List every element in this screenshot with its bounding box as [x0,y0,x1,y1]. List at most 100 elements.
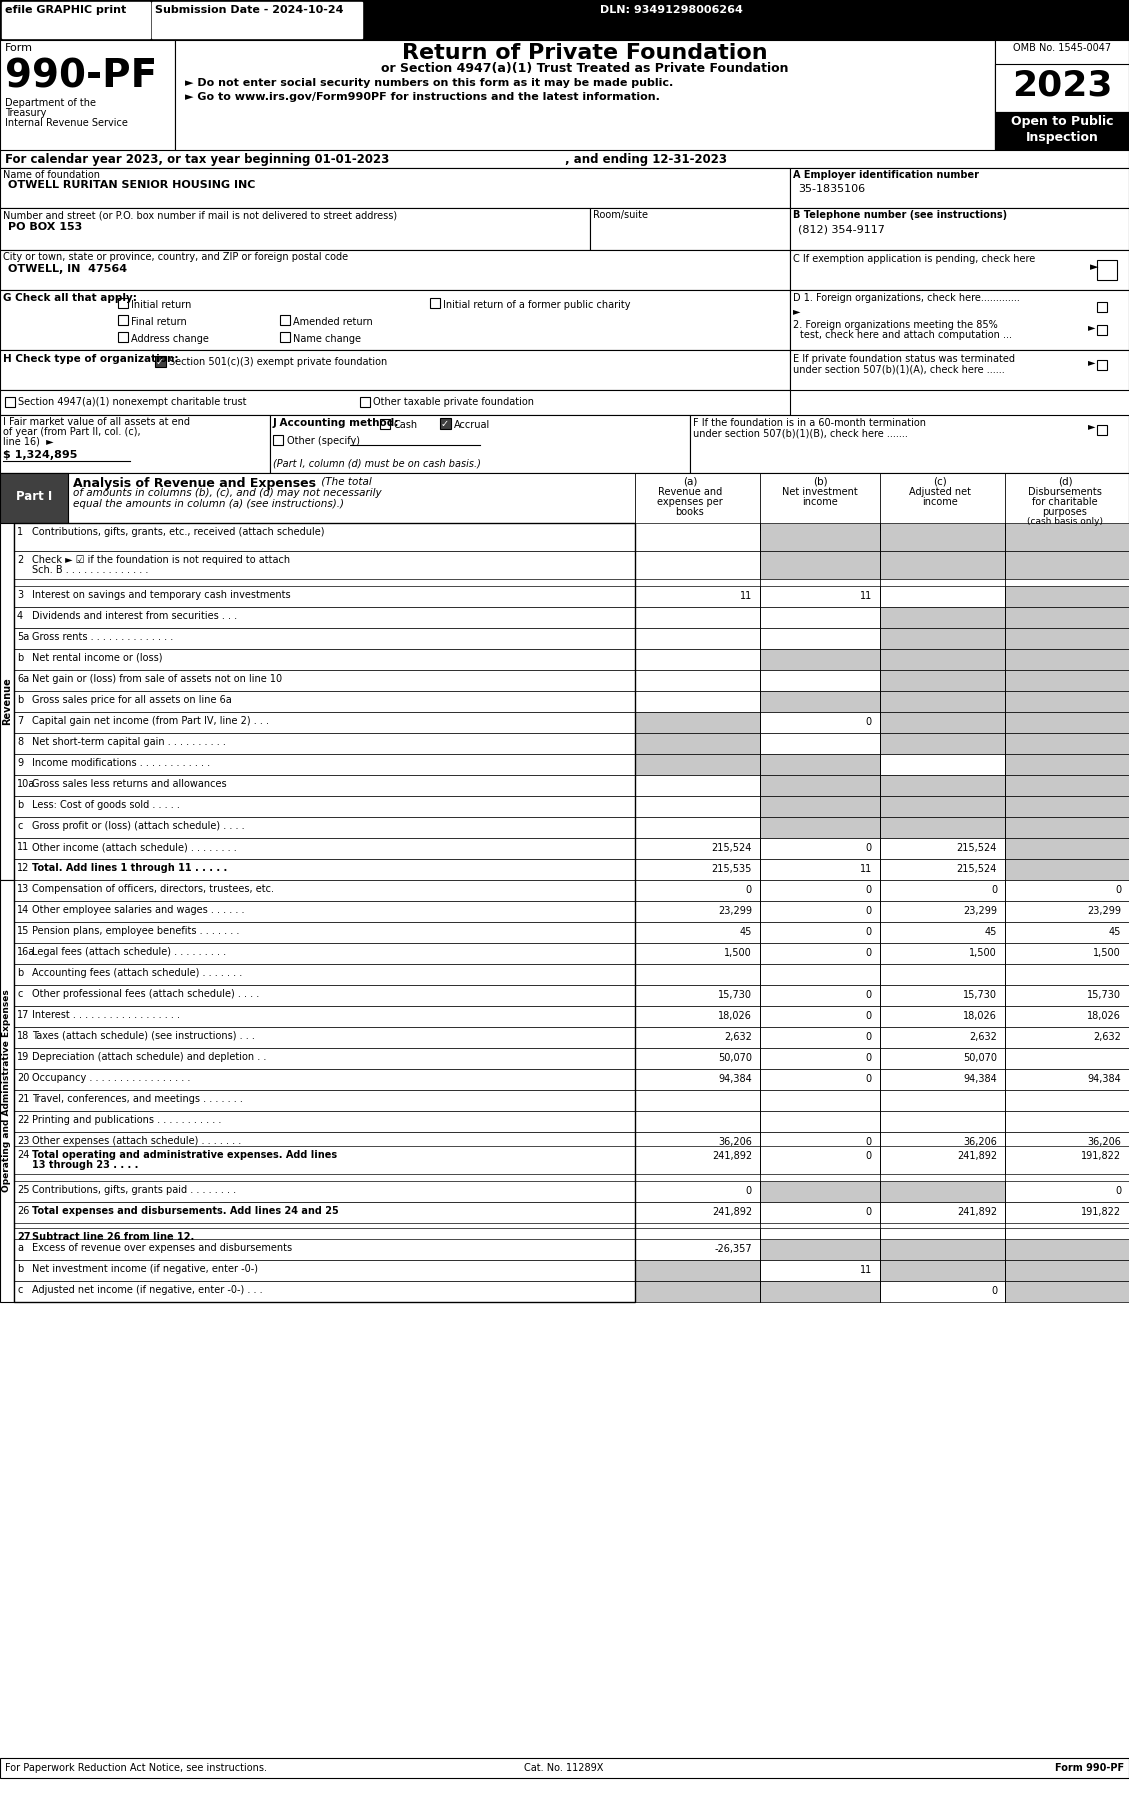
Text: Net gain or (loss) from sale of assets not on line 10: Net gain or (loss) from sale of assets n… [32,674,282,683]
Text: 0: 0 [866,1032,872,1043]
Text: Depreciation (attach schedule) and depletion . .: Depreciation (attach schedule) and deple… [32,1052,266,1063]
Text: 191,822: 191,822 [1080,1151,1121,1162]
Bar [14,838,634,859]
Bar [760,775,879,797]
Text: efile GRAPHIC print: efile GRAPHIC print [5,5,126,14]
Bar [14,859,634,879]
Text: Printing and publications . . . . . . . . . . .: Printing and publications . . . . . . . … [32,1115,221,1126]
Bar [152,2,362,38]
Bar [760,1203,879,1223]
Bar [14,550,634,579]
Bar [879,628,1005,649]
Bar [760,797,879,816]
Bar [1005,1111,1129,1133]
Bar [1005,859,1129,879]
Text: 15,730: 15,730 [718,991,752,1000]
Bar [14,712,634,734]
Text: Part I: Part I [16,491,52,503]
Text: For Paperwork Reduction Act Notice, see instructions.: For Paperwork Reduction Act Notice, see … [5,1764,266,1773]
Bar [1005,649,1129,671]
Bar [879,586,1005,608]
Bar [760,1070,879,1090]
Text: 0: 0 [1114,885,1121,895]
Bar [0,289,790,351]
Text: 45: 45 [1109,928,1121,937]
Bar [790,250,1129,289]
Bar [879,816,1005,838]
Text: ►: ► [1088,322,1095,333]
Text: or Section 4947(a)(1) Trust Treated as Private Foundation: or Section 4947(a)(1) Trust Treated as P… [382,61,789,76]
Text: Final return: Final return [131,316,186,327]
Text: 0: 0 [1114,1187,1121,1196]
Text: City or town, state or province, country, and ZIP or foreign postal code: City or town, state or province, country… [3,252,348,263]
Text: of amounts in columns (b), (c), and (d) may not necessarily: of amounts in columns (b), (c), and (d) … [73,487,382,498]
Text: Form: Form [5,43,33,52]
Text: Gross profit or (loss) (attach schedule) . . . .: Gross profit or (loss) (attach schedule)… [32,822,245,831]
Bar [760,671,879,690]
Text: Number and street (or P.O. box number if mail is not delivered to street address: Number and street (or P.O. box number if… [3,210,397,219]
Bar [634,1181,760,1203]
Text: 11: 11 [739,592,752,601]
Text: 11: 11 [860,592,872,601]
Bar [0,209,590,250]
Bar [790,209,1129,250]
Bar [879,901,1005,922]
Bar [0,167,790,209]
Bar [1005,1007,1129,1027]
Text: 19: 19 [17,1052,29,1063]
Bar [14,753,634,775]
Bar [14,922,634,942]
Text: 191,822: 191,822 [1080,1206,1121,1217]
Bar [270,415,690,473]
Bar [879,838,1005,859]
Bar [14,523,634,550]
Text: Capital gain net income (from Part IV, line 2) . . .: Capital gain net income (from Part IV, l… [32,716,269,726]
Text: ►: ► [793,306,800,316]
Bar [14,964,634,985]
Bar [760,1133,879,1153]
Text: (b): (b) [813,476,828,487]
Text: Subtract line 26 from line 12.: Subtract line 26 from line 12. [32,1232,194,1242]
Text: 215,524: 215,524 [711,843,752,852]
Text: income: income [802,496,838,507]
Text: c: c [17,989,23,1000]
Bar [14,1048,634,1070]
Text: 23,299: 23,299 [718,906,752,915]
Bar [690,415,1129,473]
Bar [634,901,760,922]
Text: 6a: 6a [17,674,29,683]
Bar [0,415,270,473]
Bar [760,942,879,964]
Text: Sch. B . . . . . . . . . . . . . .: Sch. B . . . . . . . . . . . . . . [32,565,148,575]
Bar [760,628,879,649]
Text: 0: 0 [866,948,872,958]
Text: Contributions, gifts, grants, etc., received (attach schedule): Contributions, gifts, grants, etc., rece… [32,527,324,538]
Bar [14,797,634,816]
Bar [634,586,760,608]
Text: 94,384: 94,384 [963,1073,997,1084]
Text: 2023: 2023 [1012,68,1112,102]
Bar [760,1228,879,1244]
Bar [1005,1027,1129,1048]
Bar [760,1181,879,1203]
Text: b: b [17,696,24,705]
Text: (d): (d) [1058,476,1073,487]
Text: under section 507(b)(1)(B), check here .......: under section 507(b)(1)(B), check here .… [693,430,908,439]
Text: 17: 17 [17,1010,29,1019]
Text: 27: 27 [17,1232,30,1242]
Bar [760,1027,879,1048]
Text: Other professional fees (attach schedule) . . . .: Other professional fees (attach schedule… [32,989,260,1000]
Bar [590,209,790,250]
Bar [879,1070,1005,1090]
Bar [879,712,1005,734]
Text: Occupancy . . . . . . . . . . . . . . . . .: Occupancy . . . . . . . . . . . . . . . … [32,1073,191,1082]
Text: a: a [17,1242,23,1253]
Text: 13 through 23 . . . .: 13 through 23 . . . . [32,1160,139,1170]
Bar [119,298,128,307]
Text: (Part I, column (d) must be on cash basis.): (Part I, column (d) must be on cash basi… [273,458,481,467]
Bar [634,922,760,942]
Text: b: b [17,967,24,978]
Bar [0,473,1129,530]
Text: 241,892: 241,892 [712,1151,752,1162]
Bar [760,586,879,608]
